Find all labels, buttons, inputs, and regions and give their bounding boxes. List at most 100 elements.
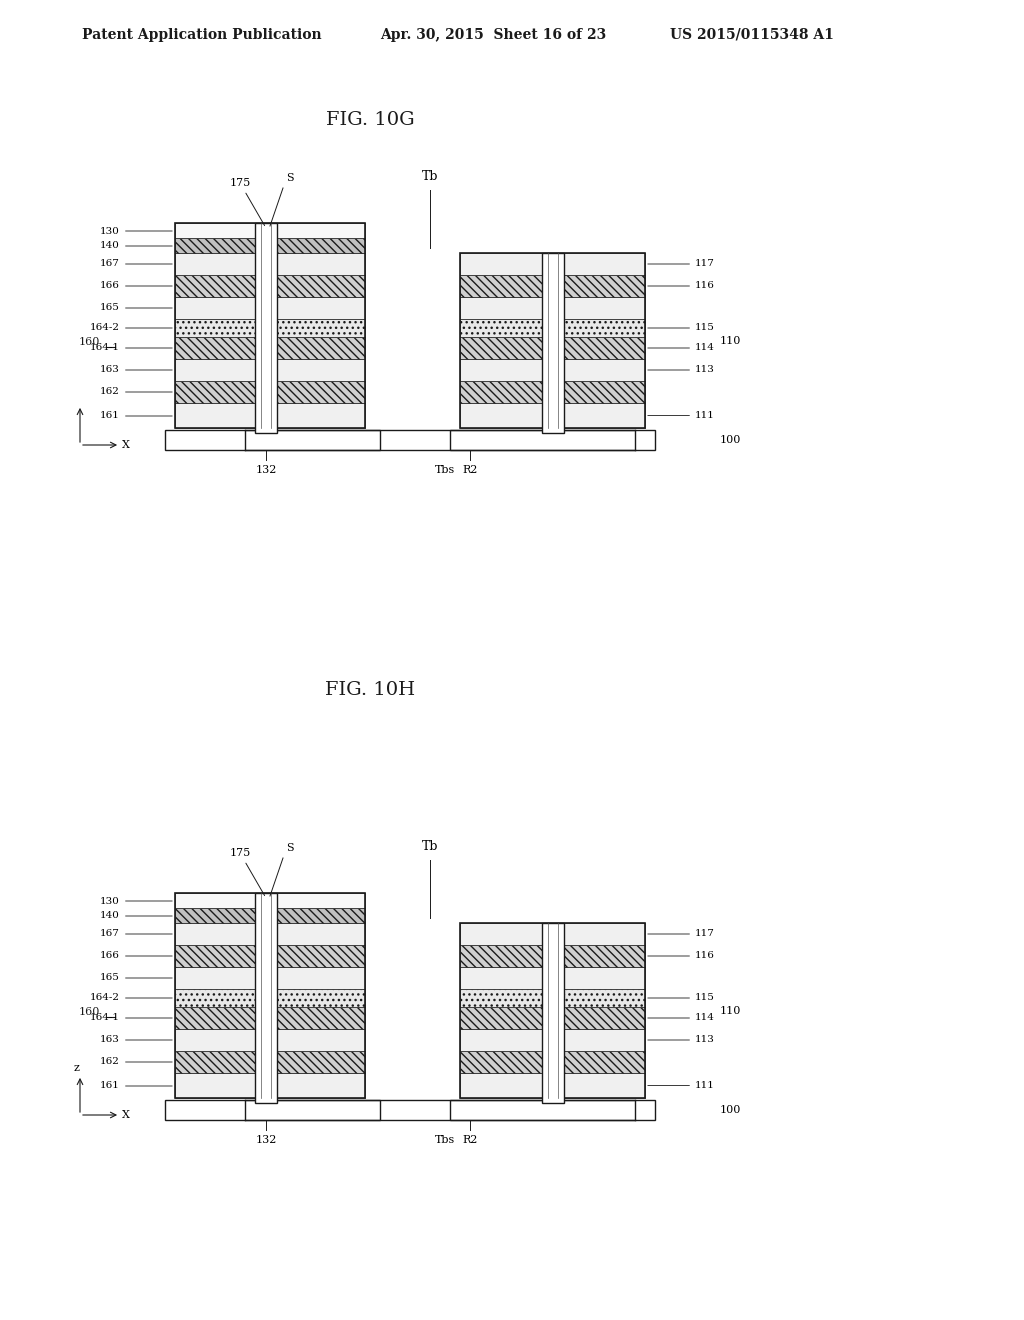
Text: S: S: [286, 173, 294, 183]
Bar: [175, 223, 365, 238]
Bar: [460, 1007, 645, 1030]
Bar: [175, 238, 365, 253]
Bar: [175, 1030, 365, 1051]
Text: 167: 167: [100, 929, 172, 939]
Bar: [175, 381, 365, 403]
Bar: [175, 297, 365, 319]
Text: 110: 110: [720, 1006, 741, 1015]
Bar: [255, 223, 278, 433]
Bar: [175, 223, 365, 428]
Bar: [542, 923, 564, 1104]
Bar: [175, 1007, 365, 1030]
Bar: [460, 297, 645, 319]
Text: Tb: Tb: [422, 840, 438, 853]
Text: R2: R2: [462, 465, 477, 475]
Bar: [460, 381, 645, 403]
Text: 164-1: 164-1: [90, 1014, 172, 1023]
Text: 163: 163: [100, 366, 172, 375]
Bar: [460, 337, 645, 359]
Text: Tbs: Tbs: [435, 1135, 455, 1144]
Text: 130: 130: [100, 227, 172, 235]
Bar: [175, 945, 365, 968]
Text: 111: 111: [648, 1081, 715, 1090]
Bar: [165, 1100, 380, 1119]
Text: 167: 167: [100, 260, 172, 268]
Text: US 2015/0115348 A1: US 2015/0115348 A1: [670, 28, 834, 42]
Text: 160: 160: [79, 1007, 100, 1016]
Text: 117: 117: [648, 929, 715, 939]
Bar: [175, 403, 365, 428]
Bar: [460, 359, 645, 381]
Text: 116: 116: [648, 281, 715, 290]
Bar: [175, 319, 365, 337]
Bar: [460, 1073, 645, 1098]
Text: 113: 113: [648, 366, 715, 375]
Bar: [460, 253, 645, 275]
Text: 162: 162: [100, 1057, 172, 1067]
Text: 164-1: 164-1: [90, 343, 172, 352]
Bar: [460, 923, 645, 1098]
Text: 165: 165: [100, 974, 172, 982]
Text: FIG. 10H: FIG. 10H: [325, 681, 415, 700]
Bar: [175, 923, 365, 945]
Text: 113: 113: [648, 1035, 715, 1044]
Text: Tbs: Tbs: [435, 465, 455, 475]
Bar: [175, 968, 365, 989]
Text: 175: 175: [229, 178, 264, 226]
Text: 130: 130: [100, 896, 172, 906]
Bar: [175, 337, 365, 359]
Text: 111: 111: [648, 411, 715, 420]
Bar: [175, 1051, 365, 1073]
Text: S: S: [286, 843, 294, 853]
Bar: [175, 894, 365, 908]
Bar: [460, 989, 645, 1007]
Text: 132: 132: [255, 1135, 276, 1144]
Text: 115: 115: [648, 994, 715, 1002]
Bar: [175, 275, 365, 297]
Text: 100: 100: [720, 1105, 741, 1115]
Bar: [175, 359, 365, 381]
Bar: [460, 319, 645, 337]
Bar: [542, 253, 564, 433]
Bar: [460, 968, 645, 989]
Text: 166: 166: [100, 952, 172, 961]
Text: 166: 166: [100, 281, 172, 290]
Text: 140: 140: [100, 242, 172, 251]
Text: 161: 161: [100, 412, 172, 421]
Text: 175: 175: [229, 847, 264, 895]
Text: Apr. 30, 2015  Sheet 16 of 23: Apr. 30, 2015 Sheet 16 of 23: [380, 28, 606, 42]
Text: X: X: [122, 440, 130, 450]
Text: 164-2: 164-2: [90, 323, 172, 333]
Text: 162: 162: [100, 388, 172, 396]
Bar: [175, 908, 365, 923]
Text: 165: 165: [100, 304, 172, 313]
Text: Patent Application Publication: Patent Application Publication: [82, 28, 322, 42]
Text: 114: 114: [648, 1014, 715, 1023]
Bar: [460, 253, 645, 428]
Text: 164-2: 164-2: [90, 994, 172, 1002]
Text: 114: 114: [648, 343, 715, 352]
Text: 163: 163: [100, 1035, 172, 1044]
Bar: [460, 1030, 645, 1051]
Text: FIG. 10G: FIG. 10G: [326, 111, 415, 129]
Bar: [175, 989, 365, 1007]
Bar: [255, 894, 278, 1104]
Text: 161: 161: [100, 1081, 172, 1090]
Bar: [460, 1051, 645, 1073]
Text: Tb: Tb: [422, 170, 438, 183]
Bar: [460, 275, 645, 297]
Text: 116: 116: [648, 952, 715, 961]
Text: 140: 140: [100, 912, 172, 920]
Text: z: z: [74, 1063, 80, 1073]
Text: R2: R2: [462, 1135, 477, 1144]
Bar: [460, 945, 645, 968]
Bar: [175, 1073, 365, 1098]
Text: 117: 117: [648, 260, 715, 268]
Bar: [175, 253, 365, 275]
Text: X: X: [122, 1110, 130, 1119]
Bar: [175, 894, 365, 1098]
Bar: [450, 430, 655, 450]
Text: 160: 160: [79, 337, 100, 347]
Text: 115: 115: [648, 323, 715, 333]
Text: 132: 132: [255, 465, 276, 475]
